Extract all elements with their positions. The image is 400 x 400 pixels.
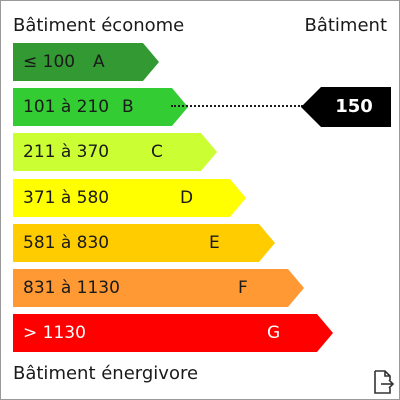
band-letter: F <box>238 278 248 298</box>
energy-band-e: 581 à 830 E <box>13 223 275 262</box>
energy-band-g: > 1130 G <box>13 314 333 353</box>
band-letter: A <box>93 52 105 72</box>
band-range-label: 101 à 210 <box>23 97 110 118</box>
indicator-leader-line <box>171 105 303 107</box>
energy-band-b: 101 à 210 B <box>13 88 188 127</box>
band-arrow-shape <box>13 223 275 262</box>
band-arrow-shape <box>13 43 159 81</box>
band-range-label: > 1130 <box>23 323 86 344</box>
indicator-value: 150 <box>335 96 373 117</box>
energy-band-d: 371 à 580 D <box>13 178 246 217</box>
band-range-label: 581 à 830 <box>23 232 110 253</box>
building-value-indicator: 150 <box>301 87 391 127</box>
band-arrow-shape <box>13 269 304 307</box>
band-letter: E <box>209 232 220 253</box>
band-range-label: 371 à 580 <box>23 187 110 208</box>
indicator-arrow-shape <box>301 87 391 127</box>
band-arrow-shape <box>13 133 217 172</box>
band-letter: D <box>180 187 194 208</box>
energy-band-a: ≤ 100 A <box>13 43 159 81</box>
band-range-label: 831 à 1130 <box>23 278 120 298</box>
band-letter: C <box>151 142 163 163</box>
energy-band-f: 831 à 1130 F <box>13 269 304 307</box>
building-column-label: Bâtiment <box>304 15 387 36</box>
band-range-label: 211 à 370 <box>23 142 110 163</box>
energy-band-c: 211 à 370 C <box>13 133 217 172</box>
band-letter: G <box>267 323 281 344</box>
band-arrow-shape <box>13 88 188 127</box>
band-arrow-shape <box>13 178 246 217</box>
band-arrow-shape <box>13 314 333 353</box>
band-letter: B <box>122 97 134 118</box>
energy-intensive-building-label: Bâtiment énergivore <box>13 363 199 384</box>
band-range-label: ≤ 100 <box>23 52 76 72</box>
file-export-icon[interactable] <box>371 369 395 395</box>
efficient-building-label: Bâtiment économe <box>13 15 185 36</box>
